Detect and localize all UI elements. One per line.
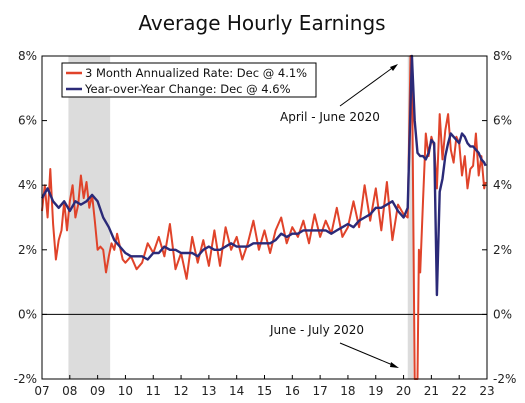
x-tick-label: 13 bbox=[201, 384, 216, 398]
legend: 3 Month Annualized Rate: Dec @ 4.1% Year… bbox=[61, 62, 317, 98]
x-tick-label: 10 bbox=[118, 384, 133, 398]
series-lines bbox=[40, 54, 487, 380]
y-tick-label-right: -2% bbox=[493, 372, 516, 386]
y-tick-label-left: 2% bbox=[18, 243, 37, 257]
x-tick-label: 16 bbox=[285, 384, 300, 398]
annotations: April - June 2020 June - July 2020 bbox=[269, 64, 399, 368]
x-tick-label: 15 bbox=[257, 384, 272, 398]
chart-title: Average Hourly Earnings bbox=[138, 11, 385, 35]
series-line-yoy bbox=[40, 54, 487, 297]
x-tick-label: 23 bbox=[479, 384, 494, 398]
y-tick-label-left: 8% bbox=[18, 49, 37, 63]
y-axis-left: 8% 6% 4% 2% 0% -2% bbox=[14, 49, 47, 386]
x-tick-label: 22 bbox=[452, 384, 467, 398]
x-tick-label: 18 bbox=[340, 384, 355, 398]
legend-box bbox=[61, 62, 317, 98]
x-tick-label: 07 bbox=[34, 384, 49, 398]
annotation-april-june-2020: April - June 2020 bbox=[280, 110, 380, 124]
x-tick-label: 17 bbox=[312, 384, 327, 398]
y-tick-label-right: 8% bbox=[493, 49, 512, 63]
legend-label-yoy: Year-over-Year Change: Dec @ 4.6% bbox=[84, 82, 291, 96]
x-tick-label: 21 bbox=[424, 384, 439, 398]
x-tick-label: 09 bbox=[90, 384, 105, 398]
annotation-arrow-june-july bbox=[339, 342, 396, 367]
x-tick-label: 12 bbox=[173, 384, 188, 398]
x-tick-label: 11 bbox=[146, 384, 161, 398]
y-tick-label-left: 4% bbox=[18, 178, 37, 192]
x-tick-label: 19 bbox=[368, 384, 383, 398]
y-tick-label-left: 6% bbox=[18, 114, 37, 128]
annotation-june-july-2020: June - July 2020 bbox=[269, 323, 364, 337]
x-tick-label: 08 bbox=[62, 384, 77, 398]
x-axis: 07 08 09 10 11 12 13 14 15 16 17 18 19 20 21 22 23 bbox=[34, 375, 495, 398]
y-tick-label-right: 6% bbox=[493, 114, 512, 128]
legend-label-annualized: 3 Month Annualized Rate: Dec @ 4.1% bbox=[85, 66, 307, 80]
shade-band bbox=[407, 56, 414, 379]
annotation-arrowhead-april-june bbox=[390, 64, 398, 71]
y-tick-label-right: 4% bbox=[493, 178, 512, 192]
annotation-arrowhead-june-july bbox=[390, 362, 399, 368]
y-axis-right: 8% 6% 4% 2% 0% -2% bbox=[482, 49, 516, 386]
y-tick-label-right: 0% bbox=[493, 307, 512, 321]
x-tick-label: 20 bbox=[396, 384, 411, 398]
y-tick-label-right: 2% bbox=[493, 243, 512, 257]
y-tick-label-left: 0% bbox=[18, 307, 37, 321]
annotation-arrow-april-june bbox=[339, 65, 396, 107]
x-tick-label: 14 bbox=[229, 384, 244, 398]
y-tick-label-left: -2% bbox=[14, 372, 37, 386]
